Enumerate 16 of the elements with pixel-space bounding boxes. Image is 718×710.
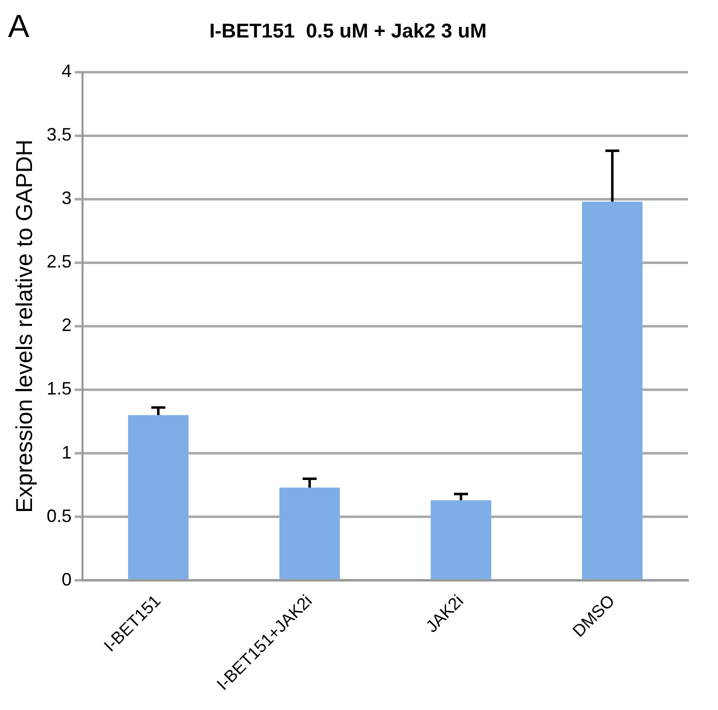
y-axis-title: Expression levels relative to GAPDH <box>11 140 38 513</box>
chart-title: I-BET151 0.5 uM + Jak2 3 uM <box>209 20 487 43</box>
bar <box>582 202 643 580</box>
y-tick-label: 1.5 <box>46 378 72 399</box>
text: A <box>8 8 30 44</box>
y-tick-label: 0 <box>62 569 72 590</box>
y-tick-label: 4 <box>62 60 72 81</box>
y-tick-label: 1 <box>62 442 72 462</box>
bar <box>128 415 189 580</box>
y-tick-label: 3.5 <box>46 124 72 145</box>
y-tick-label: 2 <box>62 315 72 336</box>
bar <box>430 500 492 580</box>
y-tick-label: 3 <box>62 188 72 208</box>
y-tick-label: 0.5 <box>46 506 72 526</box>
bar <box>279 488 340 580</box>
y-tick-label: 2.5 <box>46 252 72 272</box>
